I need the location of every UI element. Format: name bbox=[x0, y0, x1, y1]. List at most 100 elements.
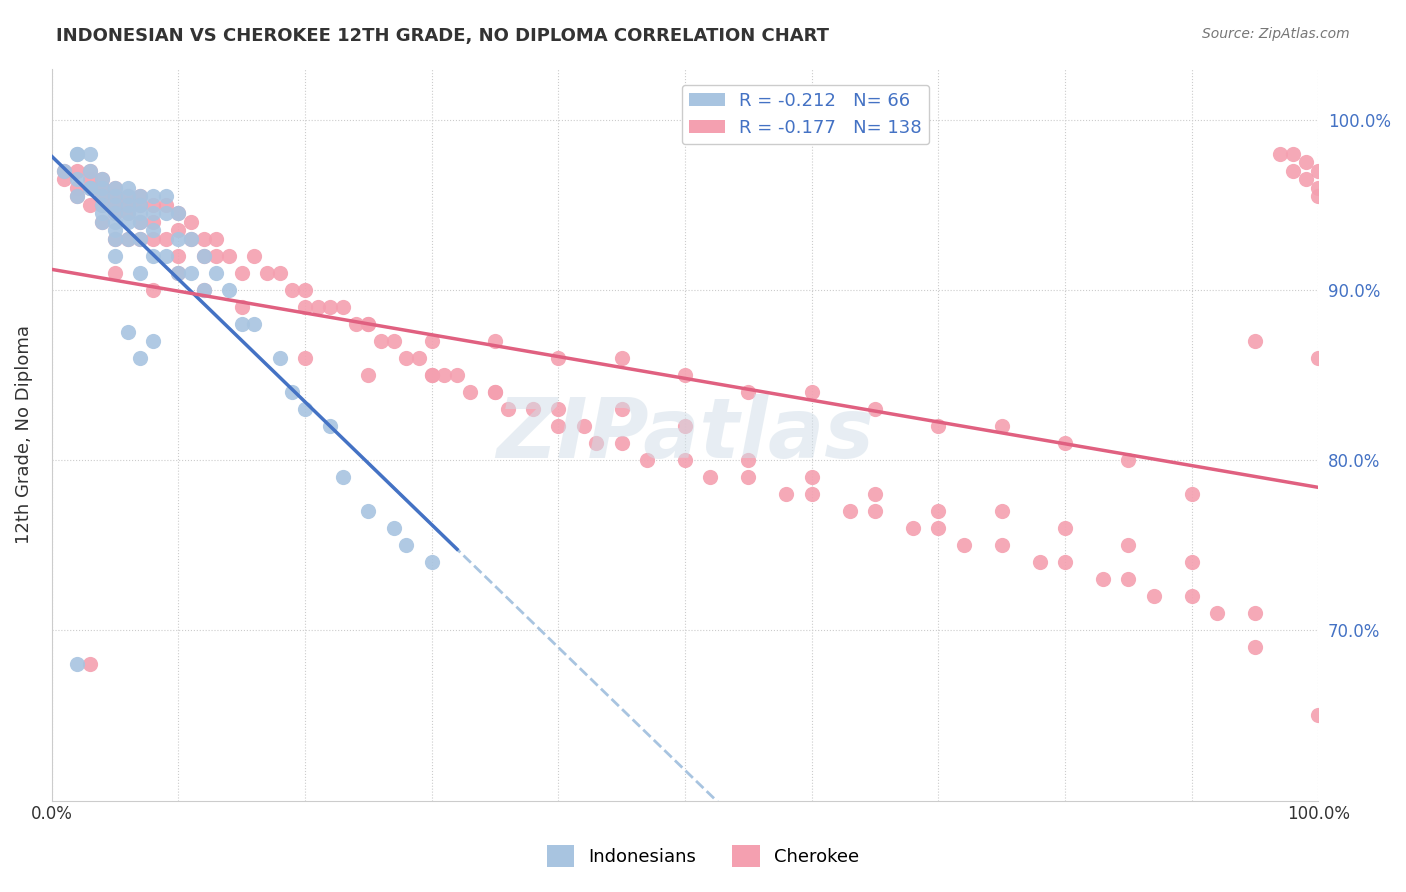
Point bbox=[104, 206, 127, 220]
Point bbox=[319, 300, 342, 314]
Point bbox=[484, 384, 506, 399]
Point bbox=[458, 384, 481, 399]
Point bbox=[79, 180, 101, 194]
Point bbox=[673, 419, 696, 434]
Point bbox=[104, 189, 127, 203]
Point bbox=[117, 232, 139, 246]
Point bbox=[281, 384, 304, 399]
Point bbox=[66, 146, 89, 161]
Point bbox=[129, 189, 152, 203]
Point bbox=[610, 351, 633, 365]
Point bbox=[117, 326, 139, 340]
Point bbox=[420, 368, 443, 382]
Point bbox=[218, 283, 240, 297]
Point bbox=[142, 198, 165, 212]
Point bbox=[117, 198, 139, 212]
Point bbox=[382, 521, 405, 535]
Text: Source: ZipAtlas.com: Source: ZipAtlas.com bbox=[1202, 27, 1350, 41]
Point bbox=[294, 402, 316, 417]
Point bbox=[167, 232, 190, 246]
Point bbox=[167, 266, 190, 280]
Point bbox=[1116, 538, 1139, 552]
Point bbox=[357, 317, 380, 331]
Legend: R = -0.212   N= 66, R = -0.177   N= 138: R = -0.212 N= 66, R = -0.177 N= 138 bbox=[682, 85, 929, 145]
Point bbox=[53, 163, 76, 178]
Point bbox=[344, 317, 367, 331]
Point bbox=[1244, 640, 1267, 655]
Point bbox=[547, 351, 569, 365]
Text: INDONESIAN VS CHEROKEE 12TH GRADE, NO DIPLOMA CORRELATION CHART: INDONESIAN VS CHEROKEE 12TH GRADE, NO DI… bbox=[56, 27, 830, 45]
Point bbox=[395, 351, 418, 365]
Point bbox=[990, 419, 1012, 434]
Point bbox=[1308, 189, 1330, 203]
Point bbox=[446, 368, 468, 382]
Point bbox=[420, 368, 443, 382]
Point bbox=[269, 266, 291, 280]
Point bbox=[357, 317, 380, 331]
Point bbox=[281, 283, 304, 297]
Point bbox=[243, 249, 266, 263]
Point bbox=[673, 453, 696, 467]
Point bbox=[1295, 155, 1317, 169]
Y-axis label: 12th Grade, No Diploma: 12th Grade, No Diploma bbox=[15, 325, 32, 544]
Point bbox=[205, 266, 228, 280]
Point bbox=[142, 206, 165, 220]
Point bbox=[91, 198, 114, 212]
Point bbox=[357, 368, 380, 382]
Point bbox=[901, 521, 924, 535]
Point bbox=[484, 334, 506, 348]
Point bbox=[142, 249, 165, 263]
Point bbox=[104, 206, 127, 220]
Point bbox=[193, 249, 215, 263]
Point bbox=[142, 232, 165, 246]
Point bbox=[1308, 163, 1330, 178]
Point bbox=[332, 300, 354, 314]
Point bbox=[104, 180, 127, 194]
Point bbox=[547, 402, 569, 417]
Point bbox=[79, 198, 101, 212]
Point bbox=[129, 232, 152, 246]
Point bbox=[256, 266, 278, 280]
Point bbox=[990, 504, 1012, 518]
Point bbox=[1053, 521, 1076, 535]
Point bbox=[1116, 572, 1139, 586]
Point bbox=[863, 504, 886, 518]
Point bbox=[129, 215, 152, 229]
Point bbox=[737, 470, 759, 484]
Point bbox=[91, 189, 114, 203]
Point bbox=[990, 538, 1012, 552]
Point bbox=[91, 172, 114, 186]
Point bbox=[800, 470, 823, 484]
Point bbox=[1091, 572, 1114, 586]
Point bbox=[142, 283, 165, 297]
Point bbox=[218, 249, 240, 263]
Point bbox=[104, 198, 127, 212]
Point bbox=[53, 163, 76, 178]
Point bbox=[104, 232, 127, 246]
Point bbox=[1282, 146, 1305, 161]
Point bbox=[142, 189, 165, 203]
Point bbox=[79, 172, 101, 186]
Point bbox=[129, 198, 152, 212]
Point bbox=[66, 146, 89, 161]
Point bbox=[91, 215, 114, 229]
Point bbox=[180, 232, 202, 246]
Point bbox=[193, 249, 215, 263]
Point bbox=[155, 232, 177, 246]
Point bbox=[155, 249, 177, 263]
Point bbox=[180, 215, 202, 229]
Point bbox=[129, 206, 152, 220]
Point bbox=[91, 215, 114, 229]
Point bbox=[117, 206, 139, 220]
Point bbox=[155, 206, 177, 220]
Point bbox=[572, 419, 595, 434]
Point bbox=[1282, 163, 1305, 178]
Point bbox=[243, 317, 266, 331]
Point bbox=[155, 198, 177, 212]
Point bbox=[129, 215, 152, 229]
Point bbox=[104, 215, 127, 229]
Point bbox=[294, 351, 316, 365]
Point bbox=[927, 419, 949, 434]
Point bbox=[167, 206, 190, 220]
Point bbox=[66, 172, 89, 186]
